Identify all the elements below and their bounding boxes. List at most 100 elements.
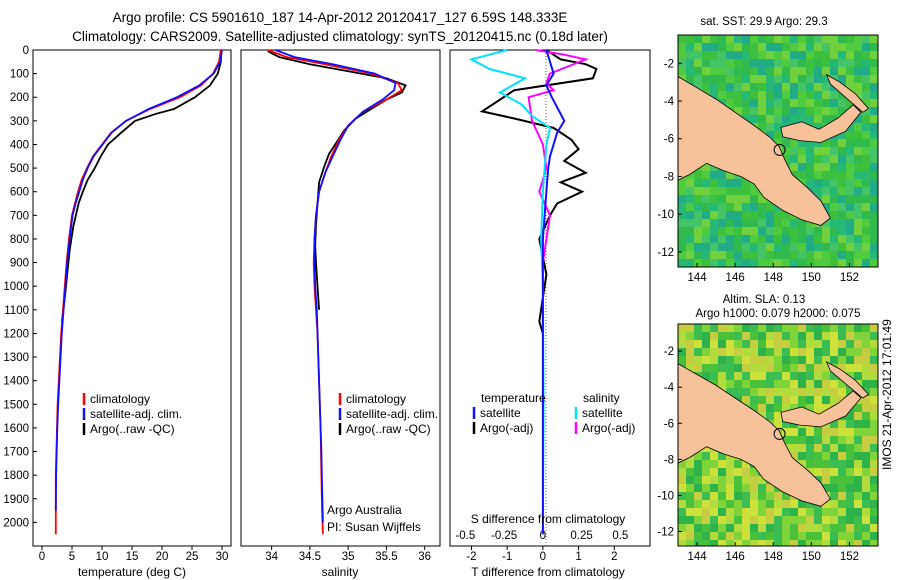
- map-cell: [814, 516, 822, 524]
- map-cell: [734, 243, 742, 251]
- map-cell: [790, 75, 798, 83]
- map-cell: [798, 243, 806, 251]
- map-cell: [718, 524, 726, 532]
- map-cell: [718, 51, 726, 59]
- s-tick-label: 0: [540, 530, 546, 542]
- map-cell: [854, 187, 862, 195]
- map-cell: [758, 484, 766, 492]
- map-cell: [702, 259, 710, 267]
- map-cell: [854, 83, 862, 91]
- map-cell: [838, 508, 846, 516]
- map-cell: [686, 243, 694, 251]
- map-cell: [774, 59, 782, 67]
- map-cell: [806, 259, 814, 267]
- map-cell: [734, 324, 742, 332]
- map-cell: [838, 436, 846, 444]
- map-cell: [678, 540, 686, 546]
- map-cell: [822, 259, 830, 267]
- map-cell: [686, 251, 694, 259]
- map-cell: [870, 75, 878, 83]
- s-tick-label: -0.5: [455, 530, 475, 542]
- map-cell: [814, 163, 822, 171]
- map-cell: [766, 259, 774, 267]
- map-cell: [766, 380, 774, 388]
- map-cell: [822, 251, 830, 259]
- map-cell: [734, 484, 742, 492]
- map-cell: [862, 155, 870, 163]
- map-cell: [862, 139, 870, 147]
- map-cell: [846, 155, 854, 163]
- map-cell: [806, 67, 814, 75]
- map-cell: [734, 532, 742, 540]
- map-cell: [742, 179, 750, 187]
- map-cell: [774, 492, 782, 500]
- y-tick-label: 1100: [4, 305, 29, 317]
- map-cell: [822, 35, 830, 43]
- map-cell: [838, 91, 846, 99]
- map-cell: [782, 356, 790, 364]
- map-cell: [838, 356, 846, 364]
- map-y-tick-label: -4: [664, 96, 675, 108]
- map-cell: [758, 332, 766, 340]
- x-tick-label: 25: [186, 551, 199, 563]
- map-cell: [726, 187, 734, 195]
- map-cell: [846, 75, 854, 83]
- map-cell: [814, 35, 822, 43]
- map-cell: [806, 171, 814, 179]
- legend-label: Argo(..raw -QC): [346, 422, 431, 436]
- map-cell: [718, 251, 726, 259]
- map-cell: [862, 211, 870, 219]
- map-cell: [718, 460, 726, 468]
- map-cell: [854, 43, 862, 51]
- map-cell: [830, 380, 838, 388]
- map-y-tick-label: -6: [664, 418, 674, 430]
- map-cell: [758, 372, 766, 380]
- map-cell: [742, 356, 750, 364]
- map-cell: [790, 251, 798, 259]
- map-cell: [710, 364, 718, 372]
- map-cell: [798, 51, 806, 59]
- map-cell: [758, 115, 766, 123]
- map-cell: [870, 99, 878, 107]
- map-cell: [694, 35, 702, 43]
- map-cell: [870, 524, 878, 532]
- map-cell: [790, 43, 798, 51]
- map-cell: [718, 324, 726, 332]
- map-cell: [854, 227, 862, 235]
- map-cell: [774, 532, 782, 540]
- map-cell: [766, 251, 774, 259]
- map-cell: [774, 91, 782, 99]
- map-cell: [774, 115, 782, 123]
- map-cell: [710, 67, 718, 75]
- map-cell: [862, 43, 870, 51]
- map-cell: [726, 67, 734, 75]
- map-cell: [822, 452, 830, 460]
- map-cell: [694, 508, 702, 516]
- map-cell: [870, 404, 878, 412]
- map-cell: [806, 219, 814, 227]
- map-cell: [766, 75, 774, 83]
- map-cell: [774, 51, 782, 59]
- map-cell: [766, 348, 774, 356]
- map-cell: [718, 227, 726, 235]
- sst-map-title: sat. SST: 29.9 Argo: 29.3: [700, 16, 827, 28]
- map-cell: [766, 492, 774, 500]
- map-cell: [694, 83, 702, 91]
- map-cell: [750, 243, 758, 251]
- map-x-tick-label: 150: [802, 551, 821, 563]
- map-cell: [742, 372, 750, 380]
- map-cell: [830, 235, 838, 243]
- map-cell: [758, 211, 766, 219]
- map-cell: [686, 324, 694, 332]
- map-cell: [742, 348, 750, 356]
- map-cell: [694, 251, 702, 259]
- map-cell: [870, 139, 878, 147]
- map-cell: [758, 476, 766, 484]
- map-cell: [854, 75, 862, 83]
- map-cell: [750, 484, 758, 492]
- map-cell: [798, 147, 806, 155]
- map-y-tick-label: -2: [664, 346, 674, 358]
- map-cell: [694, 59, 702, 67]
- map-cell: [766, 131, 774, 139]
- map-y-tick-label: -8: [664, 171, 674, 183]
